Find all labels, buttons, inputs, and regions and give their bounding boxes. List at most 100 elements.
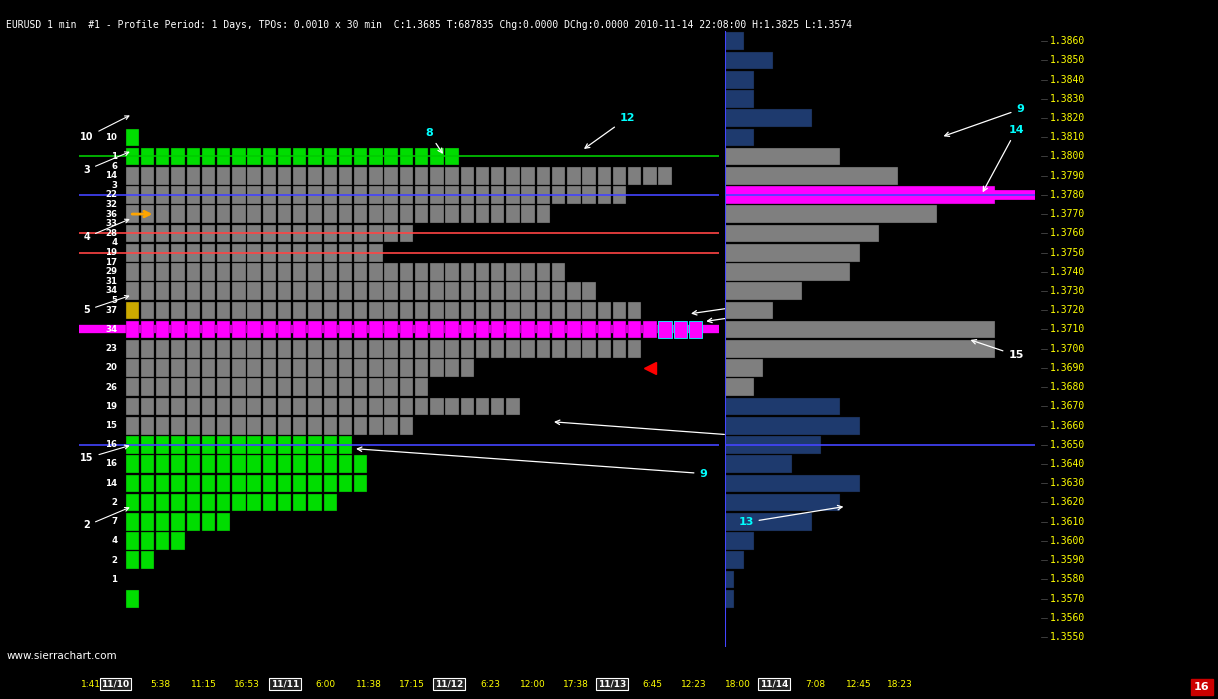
Text: 19: 19 bbox=[105, 248, 117, 257]
Text: 14: 14 bbox=[105, 479, 117, 488]
Bar bbox=[263, 417, 276, 435]
Text: 1.3600: 1.3600 bbox=[1050, 536, 1085, 546]
Text: 7: 7 bbox=[111, 517, 117, 526]
Bar bbox=[233, 147, 246, 166]
Bar bbox=[400, 301, 413, 319]
Text: 1.3650: 1.3650 bbox=[1050, 440, 1085, 449]
Bar bbox=[125, 244, 139, 261]
Bar bbox=[217, 321, 230, 338]
Bar bbox=[308, 321, 322, 338]
Bar bbox=[354, 475, 368, 492]
Bar bbox=[125, 513, 139, 531]
Bar bbox=[385, 206, 398, 223]
Bar bbox=[674, 321, 687, 338]
Bar bbox=[202, 436, 216, 454]
Bar bbox=[369, 263, 382, 281]
Text: 9: 9 bbox=[357, 447, 708, 479]
Bar bbox=[725, 129, 754, 146]
Bar bbox=[217, 493, 230, 512]
Bar bbox=[354, 301, 368, 319]
Bar bbox=[613, 167, 626, 185]
Bar bbox=[354, 186, 368, 204]
Bar bbox=[247, 398, 261, 415]
Bar bbox=[263, 167, 276, 185]
Bar bbox=[491, 206, 504, 223]
Bar bbox=[552, 263, 565, 281]
Bar bbox=[324, 417, 337, 435]
Bar bbox=[568, 340, 581, 358]
Bar bbox=[582, 301, 596, 319]
Bar bbox=[278, 436, 291, 454]
Bar bbox=[186, 301, 200, 319]
Bar bbox=[172, 436, 185, 454]
Bar bbox=[125, 301, 139, 319]
Bar bbox=[643, 167, 657, 185]
Bar bbox=[339, 417, 352, 435]
Text: 32: 32 bbox=[105, 200, 117, 209]
Bar bbox=[217, 398, 230, 415]
Text: 1.3820: 1.3820 bbox=[1050, 113, 1085, 123]
Bar bbox=[141, 417, 155, 435]
Text: 17:38: 17:38 bbox=[563, 679, 588, 689]
Bar bbox=[725, 475, 860, 492]
Bar bbox=[400, 417, 413, 435]
Bar bbox=[294, 167, 307, 185]
Text: 3: 3 bbox=[111, 181, 117, 189]
Bar bbox=[247, 378, 261, 396]
Bar bbox=[172, 282, 185, 300]
Bar bbox=[186, 436, 200, 454]
Bar bbox=[186, 167, 200, 185]
Bar bbox=[460, 263, 474, 281]
Bar bbox=[217, 301, 230, 319]
Bar bbox=[263, 301, 276, 319]
Bar bbox=[537, 263, 551, 281]
Bar bbox=[725, 417, 860, 435]
Text: 23: 23 bbox=[105, 344, 117, 353]
Bar bbox=[537, 282, 551, 300]
Bar bbox=[186, 359, 200, 377]
Bar bbox=[186, 417, 200, 435]
Bar bbox=[156, 378, 169, 396]
Bar bbox=[324, 398, 337, 415]
Bar bbox=[156, 206, 169, 223]
Bar bbox=[339, 301, 352, 319]
Bar bbox=[125, 186, 139, 204]
Bar bbox=[582, 282, 596, 300]
Bar bbox=[324, 263, 337, 281]
Bar bbox=[278, 147, 291, 166]
Bar bbox=[430, 206, 443, 223]
Bar bbox=[294, 436, 307, 454]
Bar bbox=[521, 167, 535, 185]
Bar bbox=[125, 359, 139, 377]
Bar bbox=[725, 282, 801, 300]
Bar bbox=[172, 147, 185, 166]
Bar bbox=[294, 455, 307, 473]
Text: 4: 4 bbox=[83, 219, 129, 242]
Bar bbox=[324, 206, 337, 223]
Bar bbox=[278, 167, 291, 185]
Text: 11/14: 11/14 bbox=[760, 679, 788, 689]
Bar bbox=[400, 206, 413, 223]
Text: 6: 6 bbox=[555, 420, 738, 440]
Bar bbox=[294, 475, 307, 492]
Text: 11:38: 11:38 bbox=[356, 679, 381, 689]
Bar bbox=[725, 436, 821, 454]
Bar bbox=[233, 493, 246, 512]
Bar bbox=[725, 321, 995, 338]
Bar bbox=[725, 244, 860, 261]
Bar bbox=[278, 340, 291, 358]
Bar bbox=[521, 206, 535, 223]
Bar bbox=[172, 167, 185, 185]
Text: 5: 5 bbox=[111, 296, 117, 305]
Bar bbox=[294, 359, 307, 377]
Bar bbox=[339, 167, 352, 185]
Bar bbox=[202, 398, 216, 415]
Bar bbox=[354, 455, 368, 473]
Bar bbox=[521, 321, 535, 338]
Text: 28: 28 bbox=[105, 229, 117, 238]
Bar bbox=[125, 167, 139, 185]
Bar bbox=[308, 340, 322, 358]
Bar bbox=[446, 359, 459, 377]
Bar bbox=[172, 475, 185, 492]
Bar bbox=[233, 378, 246, 396]
